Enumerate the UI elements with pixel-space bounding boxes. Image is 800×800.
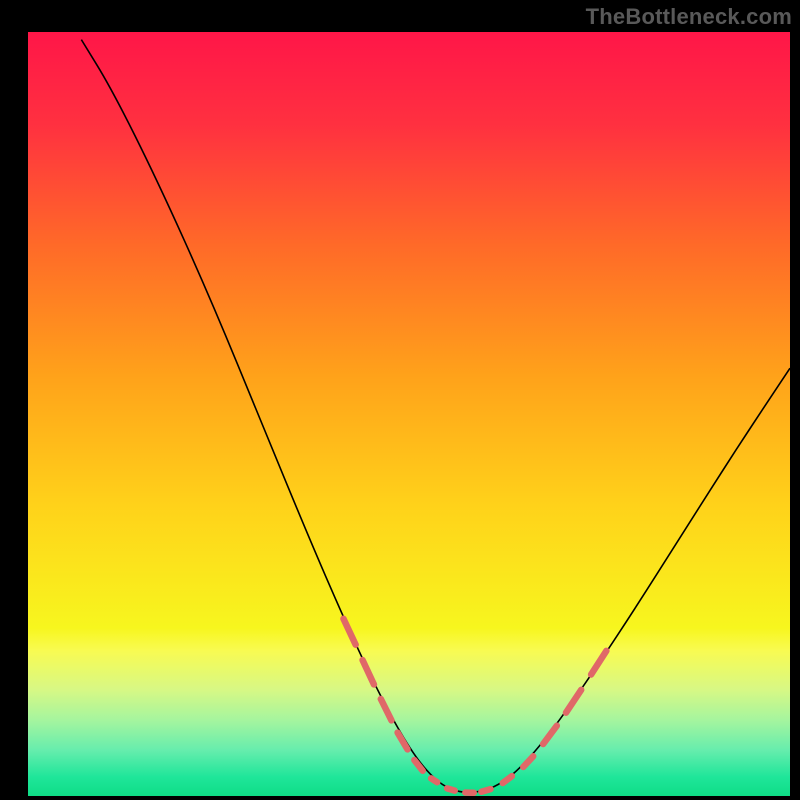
dash-segment (447, 788, 455, 790)
plot-svg (28, 32, 790, 796)
watermark-text: TheBottleneck.com (586, 4, 792, 30)
dash-segment (431, 778, 437, 782)
gradient-background (28, 32, 790, 796)
plot-area (28, 32, 790, 796)
dash-segment (481, 789, 490, 792)
